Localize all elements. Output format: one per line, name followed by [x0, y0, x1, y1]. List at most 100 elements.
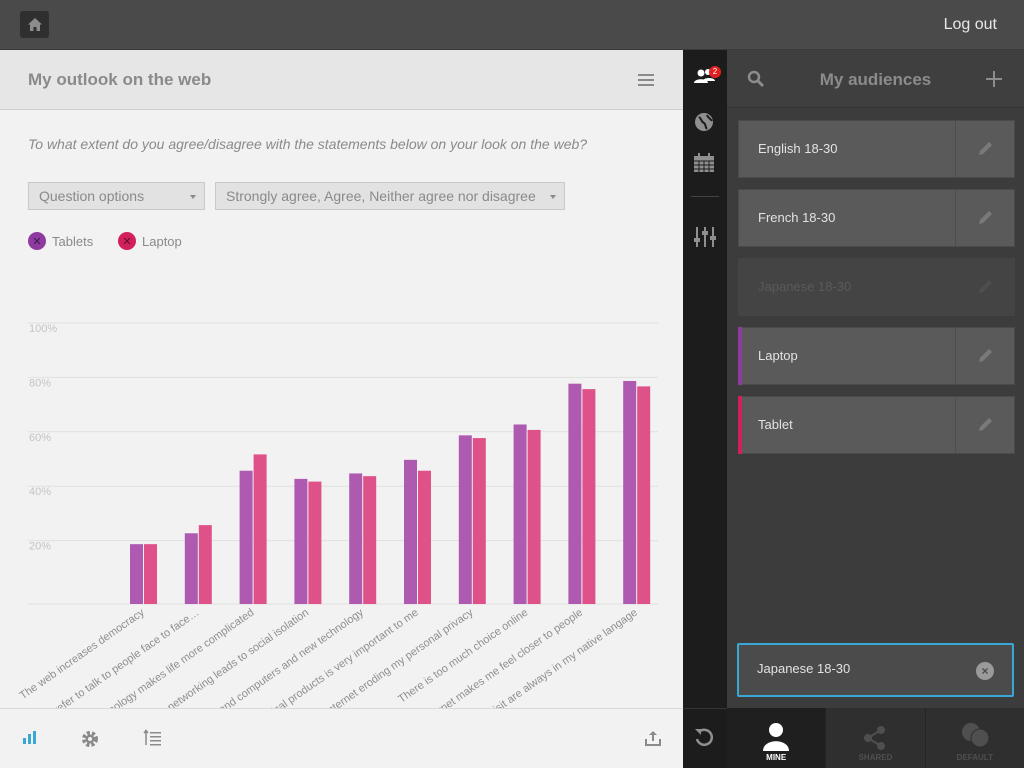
legend-item-laptop[interactable]: ✕ Laptop [118, 232, 182, 250]
edit-button [955, 259, 1014, 315]
logout-link[interactable]: Log out [943, 16, 997, 33]
edit-button[interactable] [955, 328, 1014, 384]
bar-tablets[interactable] [513, 424, 527, 604]
edit-button[interactable] [955, 397, 1014, 453]
bar-laptop[interactable] [472, 438, 486, 604]
bar-chart: 20%40%60%80%100%The web increases democr… [18, 322, 658, 708]
rail-divider [683, 708, 727, 709]
filters-icon[interactable] [693, 226, 717, 248]
audience-label: English 18-30 [758, 141, 838, 156]
y-tick-label: 100% [29, 323, 57, 335]
bar-laptop[interactable] [527, 429, 541, 604]
audience-search-field[interactable]: Japanese 18-30 × [737, 643, 1014, 697]
x-tick-label: The internet makes me feel closer to peo… [403, 607, 585, 708]
tab-label: SHARED [858, 753, 893, 762]
answers-dropdown[interactable]: Strongly agree, Agree, Neither agree nor… [215, 182, 565, 210]
edit-button[interactable] [955, 121, 1014, 177]
icon-rail: 2 [683, 50, 727, 768]
bar-laptop[interactable] [637, 386, 651, 604]
bar-laptop[interactable] [144, 544, 157, 604]
search-value: Japanese 18-30 [757, 661, 851, 676]
audience-label: French 18-30 [758, 210, 836, 225]
pencil-icon [979, 418, 992, 431]
bar-laptop[interactable] [582, 389, 596, 604]
bar-chart-icon[interactable] [22, 729, 38, 745]
bar-tablets[interactable] [568, 383, 582, 604]
pencil-icon [979, 349, 992, 362]
y-tick-label: 60% [29, 432, 51, 444]
audiences-panel: My audiences English 18-30 French 18-30 … [727, 50, 1024, 768]
audience-card[interactable]: Tablet [738, 396, 1015, 454]
panel-footer [0, 708, 683, 768]
notification-badge: 2 [709, 66, 721, 78]
question-text: To what extent do you agree/disagree wit… [28, 136, 588, 152]
chart-panel: My outlook on the web To what extent do … [0, 50, 683, 768]
gear-icon[interactable] [80, 729, 100, 749]
menu-icon[interactable] [638, 74, 654, 86]
audience-label: Japanese 18-30 [758, 279, 852, 294]
bar-tablets[interactable] [294, 478, 308, 604]
bubbles-icon [961, 723, 990, 748]
tab-shared[interactable]: SHARED [826, 708, 926, 768]
bar-laptop[interactable] [308, 481, 322, 604]
legend-item-tablets[interactable]: ✕ Tablets [28, 232, 93, 250]
color-stripe [738, 327, 742, 385]
legend-label: Laptop [142, 233, 182, 249]
audience-card[interactable]: English 18-30 [738, 120, 1015, 178]
bar-laptop[interactable] [253, 454, 267, 604]
export-icon[interactable] [644, 729, 662, 747]
tab-label: DEFAULT [956, 753, 993, 762]
add-icon[interactable] [985, 70, 1003, 88]
question-options-label: Question options [39, 188, 145, 204]
audience-label: Tablet [758, 417, 793, 432]
y-tick-label: 20% [29, 541, 51, 553]
bar-tablets[interactable] [458, 435, 472, 604]
person-icon [763, 723, 790, 751]
bar-laptop[interactable] [198, 525, 212, 604]
color-stripe [738, 396, 742, 454]
close-icon[interactable]: ✕ [28, 232, 46, 250]
calendar-icon[interactable] [693, 153, 715, 173]
tab-mine[interactable]: MINE [727, 708, 827, 768]
undo-icon[interactable] [693, 726, 715, 748]
question-options-dropdown[interactable]: Question options [28, 182, 205, 210]
audience-card[interactable]: Laptop [738, 327, 1015, 385]
bar-tablets[interactable] [404, 459, 417, 604]
share-icon [864, 726, 886, 750]
bar-laptop[interactable] [418, 470, 431, 604]
answers-label: Strongly agree, Agree, Neither agree nor… [226, 188, 536, 204]
home-icon [27, 18, 42, 31]
chevron-down-icon [190, 195, 196, 199]
home-button[interactable] [20, 11, 49, 38]
search-icon[interactable] [747, 70, 765, 88]
top-bar: Log out [0, 0, 1024, 50]
bar-tablets[interactable] [184, 533, 198, 604]
bar-tablets[interactable] [130, 544, 143, 604]
tab-label: MINE [766, 753, 787, 762]
pencil-icon [979, 142, 992, 155]
bar-laptop[interactable] [363, 476, 377, 604]
bar-tablets[interactable] [349, 473, 363, 604]
close-icon[interactable]: ✕ [118, 232, 136, 250]
panel-header: My outlook on the web [0, 50, 683, 110]
chevron-down-icon [550, 195, 556, 199]
edit-button[interactable] [955, 190, 1014, 246]
audience-card[interactable]: French 18-30 [738, 189, 1015, 247]
audience-tabs: MINE SHARED DEFAULT [727, 708, 1024, 768]
pencil-icon [979, 280, 992, 293]
y-tick-label: 40% [29, 486, 51, 498]
legend-label: Tablets [52, 233, 94, 249]
sort-icon[interactable] [143, 729, 163, 747]
audience-label: Laptop [758, 348, 798, 363]
audience-card: Japanese 18-30 [738, 258, 1015, 316]
panel-title: My outlook on the web [28, 70, 212, 89]
bar-tablets[interactable] [623, 380, 637, 604]
pencil-icon [979, 211, 992, 224]
clear-icon[interactable]: × [976, 662, 994, 680]
audiences-title: My audiences [819, 70, 932, 89]
globe-icon[interactable] [693, 111, 715, 133]
y-tick-label: 80% [29, 377, 51, 389]
audiences-header: My audiences [727, 50, 1024, 108]
bar-tablets[interactable] [239, 470, 253, 604]
tab-default[interactable]: DEFAULT [926, 708, 1024, 768]
